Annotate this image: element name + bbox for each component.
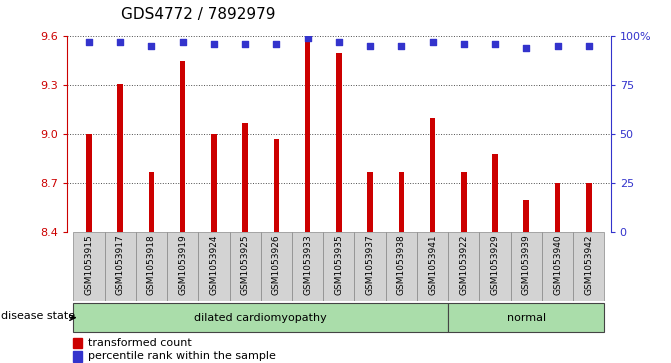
Point	[240, 41, 250, 47]
Bar	[149, 172, 154, 232]
Bar	[105, 232, 136, 301]
Bar	[274, 139, 279, 232]
Text: GDS4772 / 7892979: GDS4772 / 7892979	[121, 7, 275, 22]
Text: GSM1053939: GSM1053939	[522, 234, 531, 295]
Bar	[461, 172, 466, 232]
Point	[177, 39, 188, 45]
Bar	[523, 200, 529, 232]
Text: GSM1053942: GSM1053942	[584, 234, 593, 295]
Bar	[417, 232, 448, 301]
Bar	[86, 134, 92, 232]
Text: GSM1053919: GSM1053919	[178, 234, 187, 295]
Text: GSM1053940: GSM1053940	[553, 234, 562, 295]
Text: dilated cardiomyopathy: dilated cardiomyopathy	[195, 313, 327, 323]
Point	[365, 43, 376, 49]
Text: GSM1053922: GSM1053922	[460, 234, 468, 295]
Point	[146, 43, 157, 49]
Point	[583, 43, 594, 49]
Bar	[493, 154, 498, 232]
Bar	[511, 232, 542, 301]
Bar	[354, 232, 386, 301]
Text: GSM1053924: GSM1053924	[209, 234, 218, 295]
Text: GSM1053938: GSM1053938	[397, 234, 406, 295]
Bar	[555, 183, 560, 232]
Bar	[429, 118, 435, 232]
Point	[84, 39, 95, 45]
Text: GSM1053929: GSM1053929	[491, 234, 499, 295]
Text: GSM1053918: GSM1053918	[147, 234, 156, 295]
Text: GSM1053917: GSM1053917	[115, 234, 125, 295]
Text: GSM1053915: GSM1053915	[85, 234, 93, 295]
Bar	[136, 232, 167, 301]
Bar	[117, 83, 123, 232]
Text: transformed count: transformed count	[88, 338, 191, 348]
Text: GSM1053937: GSM1053937	[366, 234, 374, 295]
Bar	[199, 232, 229, 301]
Bar	[292, 232, 323, 301]
Bar	[542, 232, 573, 301]
Bar	[229, 232, 261, 301]
Bar	[448, 232, 479, 301]
Bar	[261, 232, 292, 301]
Point	[396, 43, 407, 49]
Text: percentile rank within the sample: percentile rank within the sample	[88, 351, 276, 361]
Bar	[211, 134, 217, 232]
Text: disease state: disease state	[1, 311, 75, 321]
Bar	[167, 232, 199, 301]
Text: GSM1053933: GSM1053933	[303, 234, 312, 295]
Point	[115, 39, 125, 45]
Point	[209, 41, 219, 47]
Bar	[448, 303, 605, 333]
Text: GSM1053935: GSM1053935	[334, 234, 344, 295]
Bar	[479, 232, 511, 301]
Bar	[72, 338, 83, 348]
Bar	[242, 123, 248, 232]
Point	[427, 39, 438, 45]
Text: GSM1053941: GSM1053941	[428, 234, 437, 295]
Point	[333, 39, 344, 45]
Bar	[180, 61, 185, 232]
Text: normal: normal	[507, 313, 546, 323]
Point	[552, 43, 563, 49]
Bar	[399, 172, 404, 232]
Text: GSM1053926: GSM1053926	[272, 234, 281, 295]
Bar	[73, 232, 105, 301]
Bar	[72, 351, 83, 362]
Bar	[73, 303, 448, 333]
Bar	[336, 53, 342, 232]
Bar	[586, 183, 592, 232]
Bar	[573, 232, 605, 301]
Point	[521, 45, 531, 51]
Point	[302, 35, 313, 41]
Text: GSM1053925: GSM1053925	[241, 234, 250, 295]
Bar	[367, 172, 373, 232]
Point	[458, 41, 469, 47]
Bar	[386, 232, 417, 301]
Bar	[323, 232, 354, 301]
Bar	[305, 41, 311, 232]
Point	[271, 41, 282, 47]
Point	[490, 41, 501, 47]
